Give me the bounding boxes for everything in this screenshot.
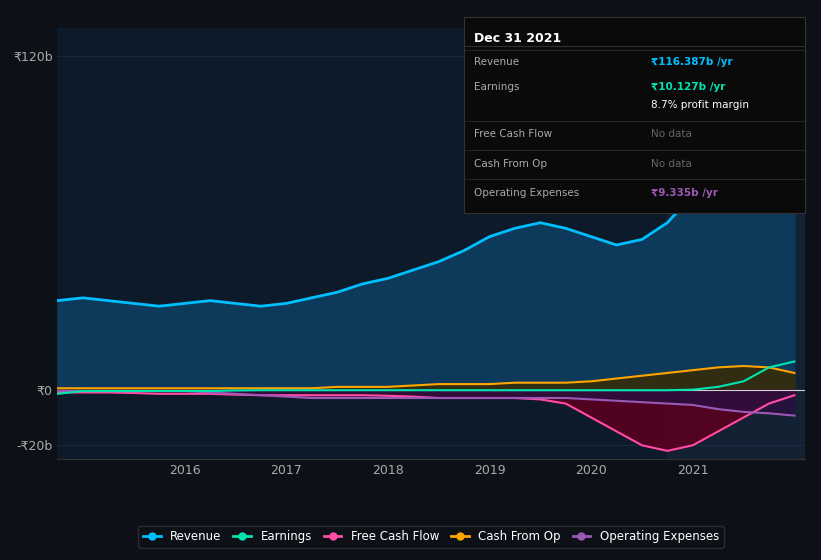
Text: ₹10.127b /yr: ₹10.127b /yr xyxy=(651,82,726,92)
Text: Operating Expenses: Operating Expenses xyxy=(474,188,580,198)
Text: No data: No data xyxy=(651,159,692,169)
Text: No data: No data xyxy=(651,129,692,139)
Text: Cash From Op: Cash From Op xyxy=(474,159,547,169)
Text: Revenue: Revenue xyxy=(474,57,519,67)
Legend: Revenue, Earnings, Free Cash Flow, Cash From Op, Operating Expenses: Revenue, Earnings, Free Cash Flow, Cash … xyxy=(139,526,723,548)
Text: Earnings: Earnings xyxy=(474,82,520,92)
Text: 8.7% profit margin: 8.7% profit margin xyxy=(651,100,750,110)
Text: ₹9.335b /yr: ₹9.335b /yr xyxy=(651,188,718,198)
Bar xyxy=(667,28,805,459)
Text: Free Cash Flow: Free Cash Flow xyxy=(474,129,553,139)
Text: Dec 31 2021: Dec 31 2021 xyxy=(474,32,562,45)
Text: ₹116.387b /yr: ₹116.387b /yr xyxy=(651,57,733,67)
